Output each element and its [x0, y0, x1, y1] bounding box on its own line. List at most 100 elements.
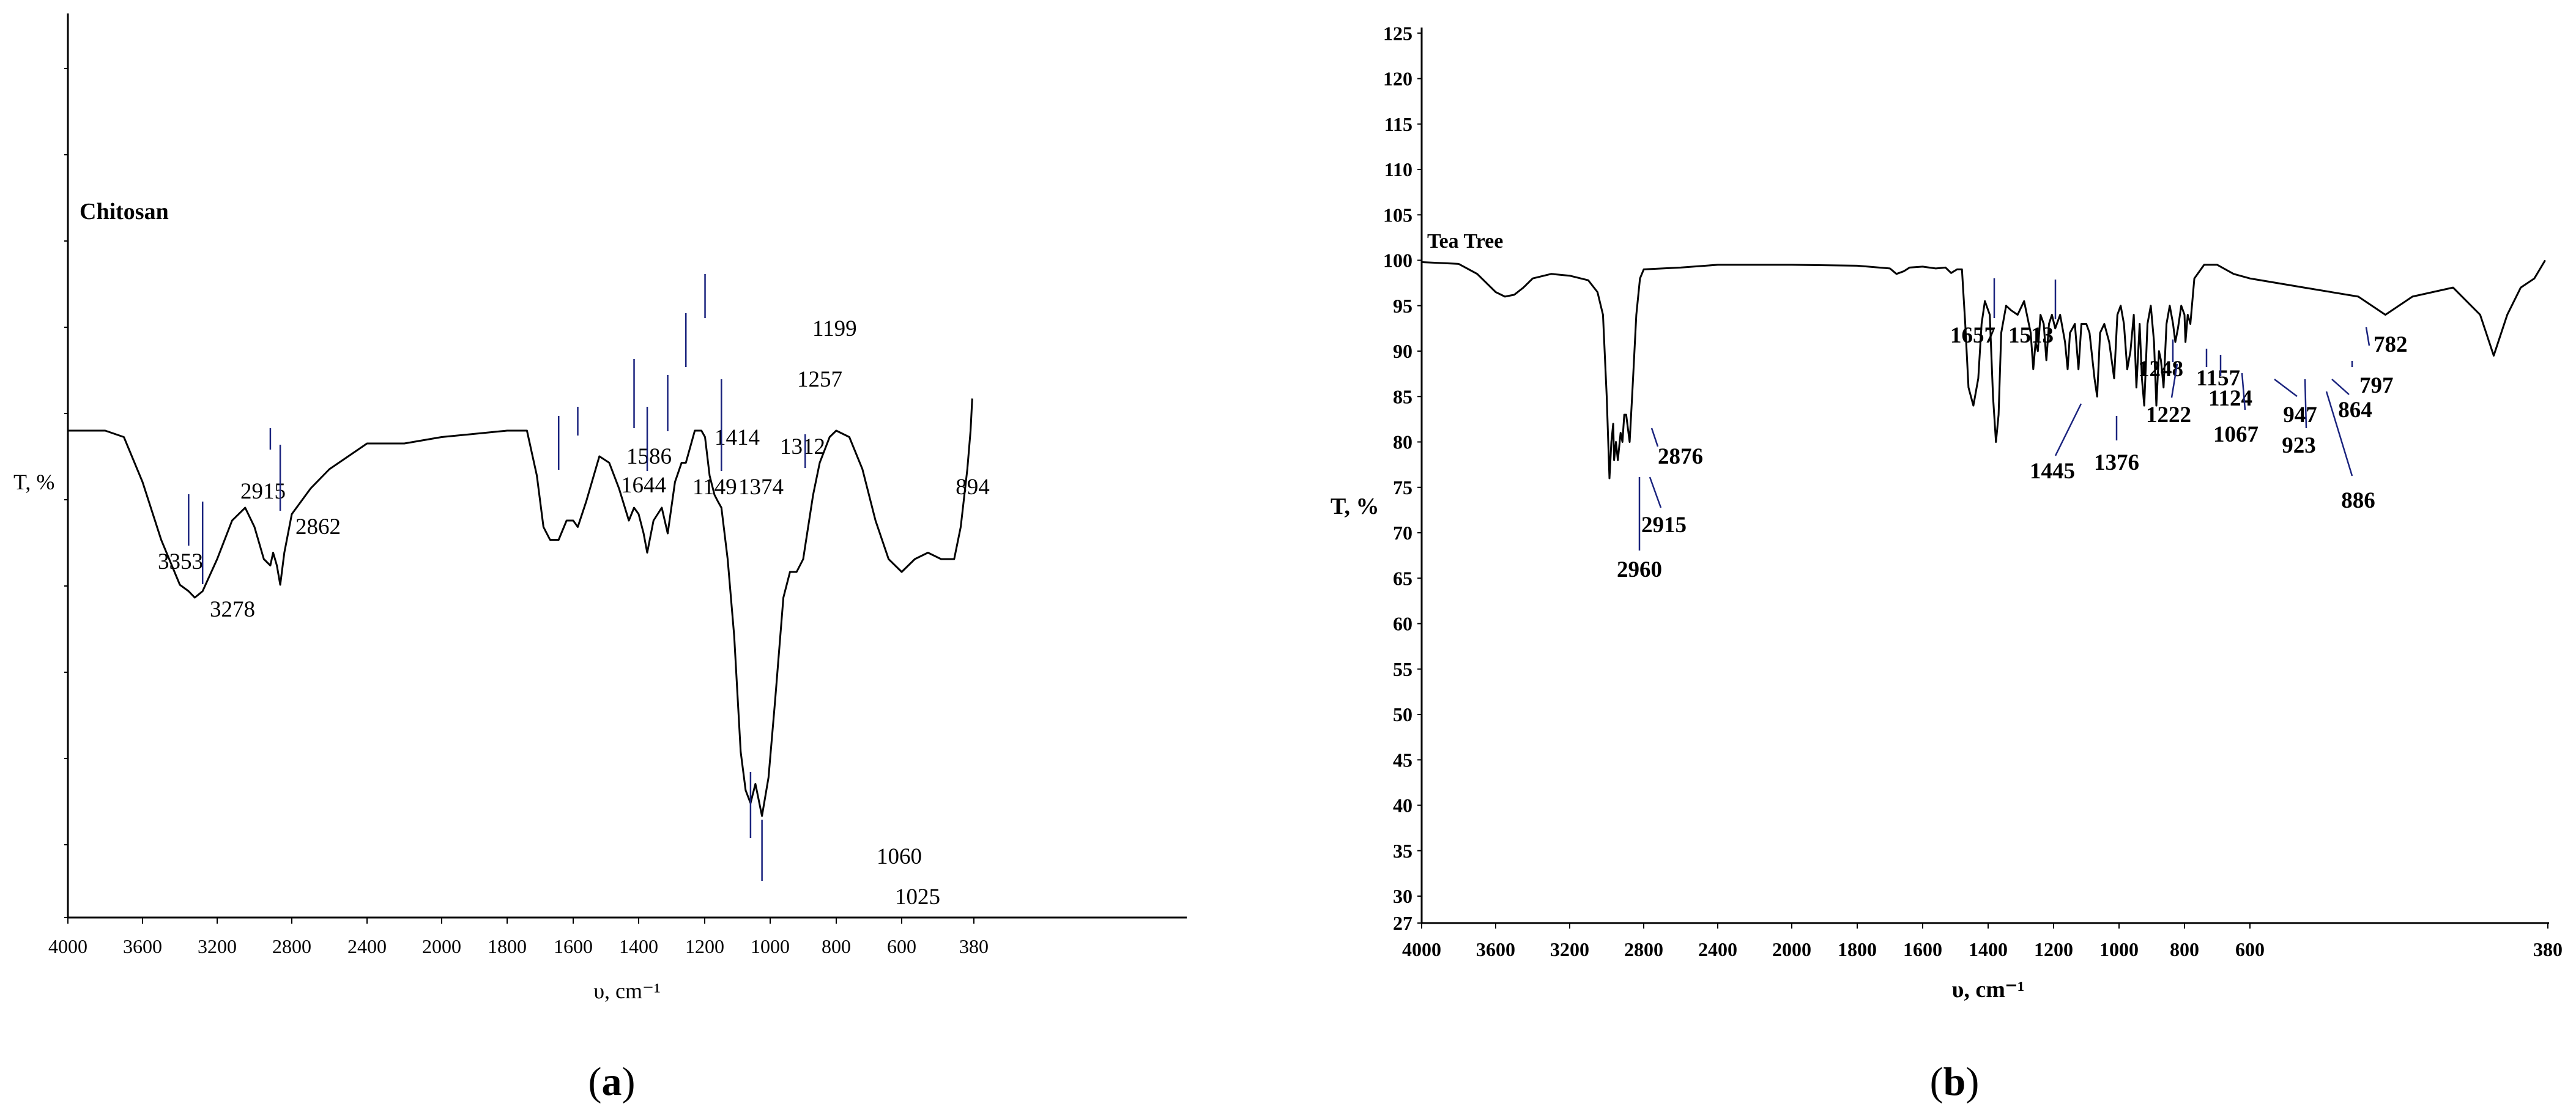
x-tick-label-a: 2400: [347, 935, 387, 957]
panel-caption-a: (a): [588, 1059, 636, 1104]
peak-marker-b: [2170, 363, 2178, 398]
peak-label-b: 1067: [2213, 422, 2259, 447]
peak-label-a: 1025: [895, 885, 940, 910]
peak-label-a: 1199: [812, 316, 857, 341]
peak-label-a: 1312: [780, 434, 825, 459]
x-tick-label-b: 1400: [1969, 938, 2008, 960]
peak-marker-b: [2274, 379, 2298, 397]
x-tick-label-b: 4000: [1402, 938, 1441, 960]
y-tick-label-b: 95: [1393, 295, 1412, 317]
peak-label-b: 1513: [2008, 323, 2054, 348]
x-tick-label-b: 1200: [2034, 938, 2073, 960]
peak-label-a: 1257: [797, 367, 842, 392]
peak-label-b: 923: [2282, 433, 2316, 458]
peak-label-b: 1445: [2030, 459, 2075, 484]
series-curve-a: [68, 398, 973, 817]
peak-label-a: 2915: [240, 479, 286, 504]
peak-label-a: 1149: [692, 475, 737, 500]
peak-label-b: 886: [2341, 488, 2375, 513]
y-tick-label-b: 65: [1393, 567, 1412, 589]
x-tick-label-a: 2800: [272, 935, 311, 957]
peak-label-a: 3278: [210, 597, 255, 622]
x-tick-label-a: 1800: [488, 935, 527, 957]
peak-label-a: 1374: [738, 475, 784, 500]
y-tick-label-b: 27: [1393, 912, 1412, 934]
peak-label-a: 894: [956, 475, 990, 500]
x-axis-label-a: υ, cm⁻¹: [593, 979, 661, 1003]
x-tick-label-b: 3200: [1550, 938, 1589, 960]
y-tick-label-b: 115: [1384, 113, 1412, 135]
peak-label-b: 864: [2338, 398, 2372, 423]
x-tick-label-b: 3600: [1476, 938, 1515, 960]
y-tick-label-b: 100: [1383, 250, 1412, 272]
y-tick-label-b: 50: [1393, 703, 1412, 725]
y-tick-label-b: 75: [1393, 477, 1412, 499]
peak-marker-b: [2331, 379, 2350, 395]
x-tick-label-a: 3600: [123, 935, 162, 957]
y-axis-label-a: T, %: [13, 470, 54, 494]
peak-label-b: 2915: [1641, 513, 1687, 538]
y-tick-label-b: 55: [1393, 658, 1412, 680]
x-tick-label-a: 2000: [422, 935, 461, 957]
peak-label-a: 3353: [158, 549, 203, 574]
peak-label-b: 1157: [2196, 366, 2240, 391]
x-tick-label-b: 1800: [1838, 938, 1877, 960]
x-tick-label-a: 3200: [198, 935, 237, 957]
peak-annotations-a: 3353327829152862164415861414137413121257…: [158, 274, 990, 910]
y-tick-label-b: 110: [1384, 158, 1412, 180]
peak-marker-b: [1650, 428, 1659, 447]
peak-label-b: 947: [2283, 402, 2317, 428]
peak-label-a: 1060: [877, 844, 922, 869]
panel-caption-b: (b): [1930, 1059, 1980, 1104]
y-axis-label-b: T, %: [1331, 494, 1379, 519]
x-tick-label-a: 380: [959, 935, 989, 957]
x-tick-label-a: 1200: [685, 935, 724, 957]
chart-title-a: Chitosan: [80, 199, 169, 224]
y-tick-label-b: 85: [1393, 385, 1412, 407]
x-tick-label-b: 2400: [1698, 938, 1737, 960]
peak-marker-b: [1649, 477, 1662, 508]
y-tick-label-b: 30: [1393, 885, 1412, 907]
series-curve-b: [1421, 259, 2546, 480]
x-tick-label-a: 600: [887, 935, 916, 957]
y-tick-label-b: 45: [1393, 749, 1412, 771]
chart-panel-a: Chitosan T, % υ, cm⁻¹ 4000 3600 3200 2800 24…: [13, 13, 1187, 1104]
peak-label-b: 782: [2374, 332, 2408, 357]
x-ticks-b: 4000 3600 3200 2800 2400 2000 1800 1600 1400 1200…: [1402, 923, 2563, 960]
y-tick-label-b: 90: [1393, 340, 1412, 362]
y-tick-label-b: 80: [1393, 431, 1412, 453]
y-tick-label-b: 125: [1383, 22, 1412, 44]
y-tick-label-b: 105: [1383, 204, 1412, 226]
y-tick-label-b: 60: [1393, 613, 1412, 635]
peak-label-b: 1124: [2208, 386, 2252, 411]
x-tick-label-a: 1000: [751, 935, 790, 957]
y-ticks-b: 27 30 35 40 45 50 55 60 65 70 75 80 85 90 95 100 105 110 1…: [1383, 22, 1422, 934]
series-line-a: [68, 398, 973, 817]
y-tick-label-b: 120: [1383, 68, 1412, 90]
x-tick-label-b: 1600: [1903, 938, 1942, 960]
x-axis-label-b: υ, cm⁻¹: [1952, 977, 2025, 1003]
peak-label-a: 1586: [626, 444, 672, 469]
peak-label-b: 1222: [2146, 402, 2191, 428]
peak-label-b: 2876: [1658, 444, 1703, 469]
y-tick-label-b: 40: [1393, 795, 1412, 817]
x-tick-label-a: 800: [822, 935, 851, 957]
chart-title-b: Tea Tree: [1427, 230, 1503, 253]
peak-label-b: 797: [2359, 373, 2394, 398]
x-tick-label-a: 1400: [619, 935, 658, 957]
peak-label-b: 2960: [1617, 557, 1662, 582]
x-tick-label-b: 2800: [1624, 938, 1663, 960]
peak-label-b: 1657: [1950, 323, 1995, 348]
x-tick-label-a: 1600: [554, 935, 593, 957]
x-tick-label-b: 380: [2533, 938, 2563, 960]
x-ticks-a: 4000 3600 3200 2800 2400 2000 1800 1600 1400 1200…: [48, 918, 989, 957]
peak-marker-b: [2365, 327, 2370, 346]
peak-marker-b: [2054, 403, 2082, 456]
peak-marker-b: [2304, 379, 2307, 429]
y-tick-label-b: 35: [1393, 840, 1412, 862]
x-tick-label-b: 1000: [2099, 938, 2139, 960]
x-tick-label-b: 800: [2170, 938, 2199, 960]
